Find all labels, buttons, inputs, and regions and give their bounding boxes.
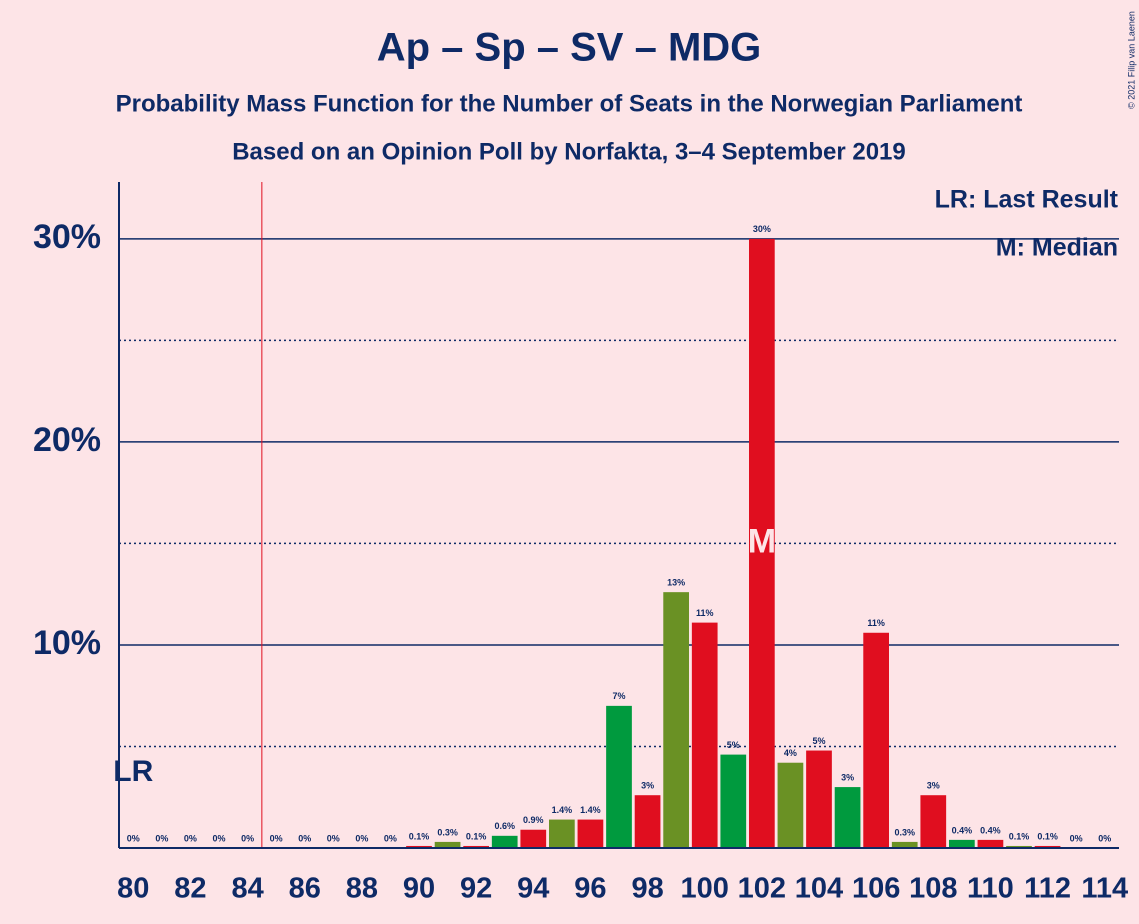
chart-subtitle: Based on an Opinion Poll by Norfakta, 3–…: [232, 138, 906, 165]
value-label: 0.3%: [437, 827, 458, 837]
bar: [834, 787, 861, 848]
bar: [434, 841, 461, 848]
legend-entry: M: Median: [996, 234, 1118, 262]
value-label: 11%: [696, 608, 714, 618]
chart-subtitle: Probability Mass Function for the Number…: [116, 90, 1023, 117]
value-label: 0.1%: [1009, 831, 1030, 841]
value-label: 1.4%: [552, 805, 573, 815]
value-label: 3%: [641, 781, 654, 791]
x-tick-label: 102: [738, 873, 786, 905]
y-tick-label: 30%: [33, 218, 101, 256]
x-tick-label: 94: [517, 873, 549, 905]
value-label: 13%: [667, 578, 685, 588]
bar: [777, 762, 804, 848]
value-label: 0%: [184, 833, 197, 843]
value-label: 0%: [1070, 833, 1083, 843]
x-tick-label: 88: [346, 873, 378, 905]
value-label: 0%: [241, 833, 254, 843]
value-label: 0%: [327, 833, 340, 843]
copyright: © 2021 Filip van Laenen: [1126, 11, 1136, 109]
value-label: 0%: [384, 833, 397, 843]
bar: [891, 841, 918, 848]
x-tick-label: 84: [231, 873, 263, 905]
x-tick-label: 110: [967, 873, 1014, 905]
x-tick-label: 96: [574, 873, 606, 905]
bar: [691, 622, 718, 848]
bar: [663, 592, 689, 848]
x-tick-label: 80: [117, 873, 149, 905]
bar: [634, 795, 661, 848]
value-label: 0%: [1098, 833, 1111, 843]
y-tick-label: 10%: [33, 624, 101, 662]
value-label: 0%: [127, 833, 140, 843]
chart-title: Ap – Sp – SV – MDG: [377, 26, 762, 70]
x-tick-label: 92: [460, 873, 492, 905]
x-tick-label: 90: [403, 873, 435, 905]
legend-entry: LR: Last Result: [935, 186, 1119, 214]
x-tick-label: 114: [1081, 873, 1128, 905]
bar: [949, 839, 975, 848]
bar: [749, 238, 775, 849]
value-label: 4%: [784, 748, 797, 758]
x-tick-label: 98: [631, 873, 663, 905]
value-label: 5%: [727, 740, 740, 750]
value-label: 0%: [355, 833, 368, 843]
value-label: 7%: [612, 691, 625, 701]
value-label: 3%: [841, 772, 854, 782]
bar: [720, 754, 747, 848]
value-label: 0.4%: [980, 825, 1001, 835]
value-label: 0.9%: [523, 815, 544, 825]
value-label: 0%: [298, 833, 311, 843]
bar: [520, 829, 547, 848]
value-label: 0.1%: [466, 831, 487, 841]
x-tick-label: 82: [174, 873, 206, 905]
x-tick-label: 106: [852, 873, 900, 905]
value-label: 0.3%: [894, 827, 915, 837]
bar: [1006, 845, 1032, 848]
bar: [1034, 845, 1061, 848]
last-result-label: LR: [113, 755, 153, 788]
bar: [920, 795, 947, 848]
value-label: 0%: [212, 833, 225, 843]
bar: [606, 705, 632, 848]
bar: [577, 819, 604, 848]
value-label: 0.1%: [409, 831, 430, 841]
value-label: 5%: [812, 736, 825, 746]
bar: [977, 839, 1004, 848]
x-tick-label: 112: [1024, 873, 1071, 905]
value-label: 11%: [867, 618, 885, 628]
x-tick-label: 86: [289, 873, 321, 905]
bar: [863, 632, 889, 848]
bar: [406, 845, 432, 848]
value-label: 0.4%: [952, 825, 973, 835]
value-label: 1.4%: [580, 805, 601, 815]
value-label: 0.1%: [1037, 831, 1058, 841]
value-label: 3%: [927, 781, 940, 791]
x-tick-label: 108: [909, 873, 957, 905]
median-label: M: [748, 522, 776, 560]
bar: [549, 819, 575, 848]
value-label: 0%: [270, 833, 283, 843]
x-tick-label: 104: [795, 873, 843, 905]
bar: [806, 750, 832, 848]
bar: [463, 845, 489, 848]
x-tick-label: 100: [681, 873, 729, 905]
value-label: 30%: [753, 224, 771, 234]
value-label: 0%: [155, 833, 168, 843]
bar: [491, 835, 518, 848]
y-tick-label: 20%: [33, 421, 101, 459]
value-label: 0.6%: [494, 821, 515, 831]
